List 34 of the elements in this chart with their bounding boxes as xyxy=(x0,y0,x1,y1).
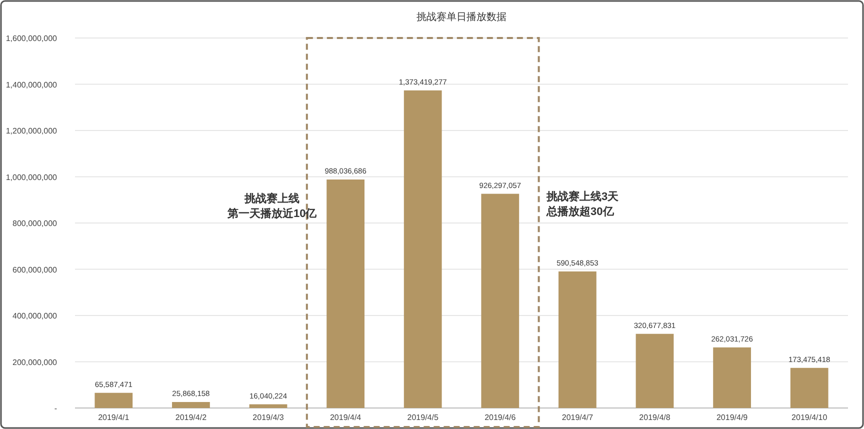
bar xyxy=(172,402,210,408)
x-tick-label: 2019/4/7 xyxy=(562,413,594,422)
y-tick-label: 400,000,000 xyxy=(12,312,58,320)
x-tick-label: 2019/4/6 xyxy=(484,413,516,422)
bar xyxy=(404,90,442,408)
y-tick-label: 800,000,000 xyxy=(12,219,58,228)
bar xyxy=(481,194,520,408)
bar xyxy=(713,347,751,408)
x-tick-label: 2019/4/5 xyxy=(407,413,439,422)
bar xyxy=(94,392,133,408)
x-tick-label: 2019/4/1 xyxy=(98,413,130,422)
y-tick-label: - xyxy=(54,404,58,413)
x-tick-label: 2019/4/4 xyxy=(330,413,362,422)
y-tick-label: 600,000,000 xyxy=(12,265,58,274)
chart-title: 挑战赛单日播放数据 xyxy=(416,11,506,23)
x-tick-label: 2019/4/2 xyxy=(175,413,208,422)
y-tick-label: 1,400,000,000 xyxy=(6,80,58,90)
x-tick-label: 2019/4/8 xyxy=(639,413,671,422)
bar xyxy=(636,334,674,408)
x-tick-label: 2019/4/3 xyxy=(252,413,284,422)
x-tick-label: 2019/4/9 xyxy=(716,413,748,422)
y-tick-label: 1,200,000,000 xyxy=(6,126,58,136)
annotation: 第一天播放近10亿 xyxy=(226,207,318,220)
y-tick-label: 200,000,000 xyxy=(12,358,58,367)
y-tick-label: 1,600,000,000 xyxy=(6,34,58,43)
x-tick-label: 2019/4/10 xyxy=(792,413,828,422)
annotation: 挑战赛上线3天 xyxy=(546,190,620,203)
bar xyxy=(249,404,288,408)
annotation: 挑战赛上线 xyxy=(244,192,300,205)
bar xyxy=(558,271,596,408)
bar xyxy=(790,368,828,408)
y-tick-label: 1,000,000,000 xyxy=(6,172,58,182)
annotation: 总播放超30亿 xyxy=(546,205,615,218)
bar xyxy=(326,180,364,408)
